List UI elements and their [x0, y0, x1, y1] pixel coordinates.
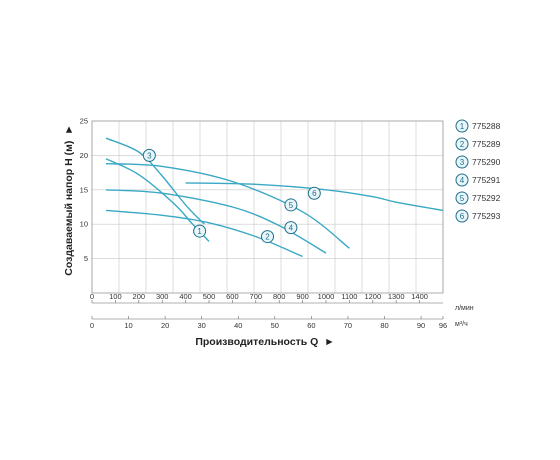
legend: 1 775288 2 775289 3 775290 4 775291 5 775292 6 7752…	[455, 119, 501, 223]
legend-label: 775289	[472, 139, 501, 149]
x-primary-tick-label: 500	[203, 292, 216, 301]
x-primary-tick-label: 1000	[318, 292, 335, 301]
x-primary-tick-label: 100	[109, 292, 122, 301]
legend-item-775292: 5 775292	[455, 191, 501, 205]
legend-badge-number: 5	[460, 194, 465, 203]
legend-label: 775288	[472, 121, 501, 131]
x-secondary-tick-label: 60	[307, 321, 315, 330]
curve-775289	[105, 209, 303, 258]
legend-badge-circle	[455, 119, 469, 133]
curve-badge-1: 1	[193, 224, 207, 238]
x-secondary-tick-label: 30	[198, 321, 206, 330]
legend-badge-number: 1	[460, 122, 465, 131]
curve-badge-circle	[193, 224, 207, 238]
legend-item-775290: 3 775290	[455, 155, 501, 169]
legend-badge-circle	[455, 191, 469, 205]
x-primary-unit: л/мин	[455, 305, 474, 312]
legend-item-775291: 4 775291	[455, 173, 501, 187]
x-secondary-tick-label: 40	[234, 321, 242, 330]
curve-badge-circle	[284, 221, 298, 235]
x-secondary-tick-label: 96	[439, 321, 447, 330]
y-tick-label: 25	[80, 117, 88, 126]
x-primary-tick-label: 600	[226, 292, 239, 301]
x-secondary-unit: м³/ч	[455, 321, 468, 328]
x-primary-tick-label: 200	[133, 292, 146, 301]
legend-badge-circle	[455, 173, 469, 187]
x-secondary-tick-label: 90	[417, 321, 425, 330]
curve-labels: 1 2 3 4 5 6	[142, 148, 321, 244]
plot-frame	[91, 120, 444, 294]
curves	[105, 137, 444, 258]
legend-label: 775293	[472, 211, 501, 221]
legend-badge-number: 3	[460, 158, 465, 167]
curve-badge-number: 3	[147, 151, 152, 160]
curve-775292	[105, 163, 350, 249]
y-axis-title: Создаваемый напор H (м) ►	[63, 124, 75, 275]
x-secondary-tick-label: 50	[271, 321, 279, 330]
legend-badge-number: 6	[460, 212, 465, 221]
legend-badge-number: 4	[460, 176, 465, 185]
legend-label: 775292	[472, 193, 501, 203]
x-primary-tick-label: 300	[156, 292, 169, 301]
x-axis-lpm: 0 100 200 300 400 500 600 700 800 900 1000 1100 1200…	[90, 292, 443, 304]
curve-badge-number: 1	[197, 227, 202, 236]
x-secondary-tick-label: 80	[380, 321, 388, 330]
curve-badge-circle	[284, 198, 298, 212]
x-secondary-tick-label: 10	[124, 321, 132, 330]
legend-badge-circle	[455, 137, 469, 151]
y-axis: 5 10 15 20 25	[80, 117, 88, 264]
x-primary-tick-label: 0	[90, 292, 94, 301]
curve-badge-circle	[307, 186, 321, 200]
x-primary-tick-label: 900	[296, 292, 309, 301]
x-primary-tick-label: 700	[250, 292, 263, 301]
legend-badge-number: 2	[460, 140, 465, 149]
x-primary-tick-label: 800	[273, 292, 286, 301]
curve-badge-number: 2	[265, 233, 270, 242]
curve-775293	[185, 182, 444, 212]
legend-label: 775291	[472, 175, 501, 185]
y-tick-label: 20	[80, 151, 88, 160]
legend-item-775289: 2 775289	[455, 137, 501, 151]
legend-label: 775290	[472, 157, 501, 167]
curve-badge-2: 2	[261, 230, 274, 244]
y-tick-label: 5	[84, 254, 88, 263]
curve-775290	[105, 137, 205, 225]
curve-badge-circle	[142, 148, 156, 162]
y-tick-label: 10	[80, 220, 88, 229]
grid	[91, 120, 444, 294]
curve-badge-number: 6	[312, 189, 317, 198]
curve-badge-6: 6	[307, 186, 321, 200]
x-primary-tick-label: 1300	[388, 292, 405, 301]
legend-badge-circle	[455, 209, 469, 223]
x-primary-tick-label: 1200	[364, 292, 381, 301]
curve-badge-4: 4	[284, 221, 298, 235]
x-primary-tick-label: 1400	[411, 292, 428, 301]
x-secondary-tick-label: 20	[161, 321, 169, 330]
legend-badge-circle	[455, 155, 469, 169]
y-tick-label: 15	[80, 185, 88, 194]
x-primary-tick-label: 1100	[341, 292, 357, 301]
legend-item-775288: 1 775288	[455, 119, 501, 133]
x-primary-tick-label: 400	[179, 292, 192, 301]
curve-badge-3: 3	[142, 148, 156, 162]
curve-badge-5: 5	[284, 198, 298, 212]
x-axis-m3h: 0 10 20 30 40 50 60 70 80 90 96	[90, 316, 447, 330]
x-secondary-tick-label: 70	[344, 321, 352, 330]
x-axis-title: Производительность Q ►	[195, 336, 334, 348]
legend-item-775293: 6 775293	[455, 209, 501, 223]
curve-badge-number: 5	[289, 201, 294, 210]
curve-badge-circle	[261, 230, 274, 244]
x-secondary-tick-label: 0	[90, 321, 94, 330]
curve-badge-number: 4	[289, 224, 294, 233]
